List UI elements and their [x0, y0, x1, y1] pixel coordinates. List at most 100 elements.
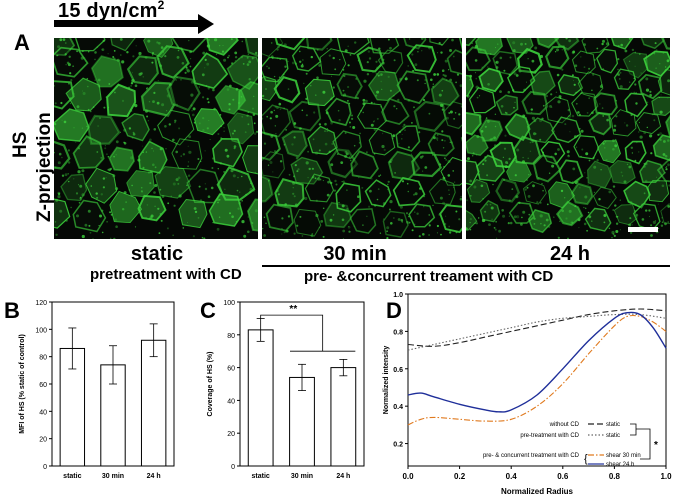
speckle [328, 150, 331, 153]
cell [588, 112, 612, 136]
speckle [64, 53, 67, 56]
speckle [159, 64, 163, 68]
speckle [469, 78, 471, 81]
speckle [287, 215, 291, 218]
speckle [449, 110, 453, 114]
speckle [338, 201, 340, 204]
speckle [75, 141, 77, 143]
cell [466, 209, 478, 231]
speckle [271, 55, 274, 58]
speckle [190, 80, 194, 84]
speckle [387, 189, 389, 191]
speckle [230, 169, 234, 173]
speckle [69, 49, 71, 51]
speckle [76, 214, 79, 218]
speckle [283, 143, 286, 146]
speckle [664, 66, 667, 68]
speckle [108, 83, 111, 85]
cell [623, 180, 651, 209]
speckle [340, 161, 344, 164]
speckle [285, 229, 289, 233]
speckle [599, 85, 603, 88]
speckle [598, 198, 601, 201]
bar [330, 367, 357, 467]
speckle [480, 130, 484, 133]
speckle [54, 102, 57, 105]
legend-group-label: pre-treatment with CD [520, 433, 579, 439]
speckle [428, 46, 432, 50]
speckle [665, 166, 667, 169]
speckle [312, 138, 315, 141]
speckle [546, 203, 549, 206]
speckle [330, 38, 332, 40]
speckle [608, 190, 612, 194]
speckle [584, 195, 588, 199]
speckle [667, 97, 669, 99]
speckle [58, 152, 62, 156]
speckle [576, 180, 579, 183]
speckle [439, 196, 443, 200]
cell [652, 134, 670, 162]
speckle [311, 233, 314, 235]
speckle [432, 204, 434, 207]
speckle [379, 232, 382, 234]
speckle [299, 60, 302, 63]
speckle [557, 120, 560, 123]
speckle [320, 220, 324, 223]
speckle [123, 142, 127, 145]
speckle [634, 203, 637, 207]
speckle [331, 75, 332, 77]
speckle [424, 78, 427, 82]
speckle [187, 174, 191, 177]
speckle [341, 218, 345, 222]
speckle [113, 50, 116, 52]
speckle [80, 56, 84, 60]
speckle [102, 39, 105, 43]
cell [459, 38, 462, 51]
y-axis-label: Normalized intensity [383, 346, 390, 415]
speckle [187, 145, 189, 147]
speckle [479, 115, 482, 118]
speckle [601, 84, 603, 86]
speckle [603, 221, 606, 224]
speckle [142, 76, 145, 78]
speckle [370, 123, 374, 127]
speckle [365, 99, 368, 103]
speckle [645, 209, 648, 212]
speckle [420, 38, 424, 40]
speckle [87, 108, 90, 111]
speckle [432, 83, 434, 85]
speckle [255, 51, 258, 55]
speckle [438, 93, 442, 97]
speckle [635, 92, 637, 94]
speckle [212, 88, 215, 92]
speckle [154, 166, 157, 169]
speckle [301, 63, 304, 65]
speckle [411, 53, 414, 56]
speckle [437, 52, 438, 54]
speckle [233, 147, 236, 150]
speckle [383, 148, 386, 151]
speckle [57, 195, 61, 199]
speckle [342, 69, 345, 71]
speckle [318, 123, 322, 126]
speckle [591, 111, 594, 115]
speckle [217, 168, 219, 170]
speckle [278, 102, 282, 106]
speckle [235, 221, 238, 223]
speckle [507, 222, 510, 225]
speckle [377, 74, 380, 77]
speckle [665, 168, 668, 171]
speckle [284, 203, 287, 206]
speckle [651, 113, 654, 116]
speckle [508, 157, 511, 160]
speckle [402, 125, 405, 128]
speckle [561, 48, 564, 51]
speckle [366, 151, 368, 154]
speckle [452, 55, 455, 58]
cell [522, 181, 547, 205]
speckle [194, 210, 198, 214]
cell [226, 54, 258, 90]
speckle [619, 85, 623, 89]
speckle [283, 231, 286, 234]
